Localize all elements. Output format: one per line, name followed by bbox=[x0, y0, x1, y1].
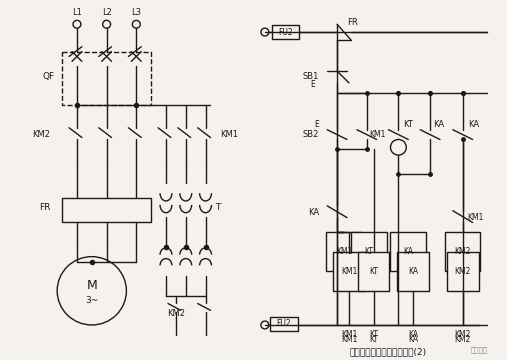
Text: T: T bbox=[215, 203, 221, 212]
Text: KM1: KM1 bbox=[221, 130, 238, 139]
Text: KA: KA bbox=[408, 335, 418, 344]
Bar bbox=[270, 317, 298, 331]
Bar bbox=[62, 198, 151, 222]
Text: FU2: FU2 bbox=[278, 28, 293, 37]
Text: KT: KT bbox=[369, 330, 378, 339]
Text: KM2: KM2 bbox=[454, 335, 471, 344]
Text: M: M bbox=[86, 279, 97, 292]
Text: KM1: KM1 bbox=[336, 247, 352, 256]
Circle shape bbox=[261, 28, 269, 36]
Bar bbox=[272, 25, 300, 39]
Text: E: E bbox=[314, 120, 319, 129]
Text: KA: KA bbox=[403, 247, 413, 256]
Text: KM2: KM2 bbox=[454, 247, 471, 256]
Text: E: E bbox=[311, 80, 315, 89]
Text: KM1: KM1 bbox=[370, 130, 386, 139]
Text: L2: L2 bbox=[102, 8, 112, 17]
Text: KA: KA bbox=[433, 120, 444, 129]
Text: KT: KT bbox=[369, 267, 378, 276]
Text: KM2: KM2 bbox=[167, 309, 185, 318]
Text: KM1: KM1 bbox=[341, 335, 357, 344]
Bar bbox=[445, 232, 481, 271]
Text: FU2: FU2 bbox=[276, 319, 291, 328]
Bar bbox=[390, 232, 426, 271]
Text: QF: QF bbox=[42, 72, 54, 81]
Bar bbox=[62, 51, 151, 105]
Bar bbox=[351, 232, 386, 271]
Text: KA: KA bbox=[408, 267, 418, 276]
Bar bbox=[333, 252, 365, 291]
Text: L3: L3 bbox=[131, 8, 141, 17]
Text: KA: KA bbox=[408, 330, 418, 339]
Text: KT: KT bbox=[369, 335, 378, 344]
Bar bbox=[447, 252, 479, 291]
Text: FR: FR bbox=[39, 203, 50, 212]
Bar bbox=[326, 232, 362, 271]
Text: KM2: KM2 bbox=[454, 330, 471, 339]
Text: 技高培训: 技高培训 bbox=[470, 346, 487, 353]
Text: KM1: KM1 bbox=[341, 267, 357, 276]
Text: 自耦变压器减压起动控电路(2): 自耦变压器减压起动控电路(2) bbox=[350, 348, 427, 357]
Bar bbox=[397, 252, 429, 291]
Text: KA: KA bbox=[308, 208, 319, 217]
Text: 3~: 3~ bbox=[85, 296, 98, 305]
Circle shape bbox=[390, 139, 406, 155]
Bar bbox=[358, 252, 389, 291]
Text: KT: KT bbox=[404, 120, 413, 129]
Text: L1: L1 bbox=[72, 8, 82, 17]
Text: KT: KT bbox=[364, 247, 373, 256]
Text: KM1: KM1 bbox=[341, 330, 357, 339]
Text: KM1: KM1 bbox=[467, 213, 484, 222]
Text: SB2: SB2 bbox=[303, 130, 319, 139]
Text: FR: FR bbox=[347, 18, 358, 27]
Text: KM2: KM2 bbox=[32, 130, 50, 139]
Circle shape bbox=[261, 321, 269, 329]
Text: SB1: SB1 bbox=[303, 72, 319, 81]
Text: KM2: KM2 bbox=[454, 267, 471, 276]
Text: KA: KA bbox=[467, 120, 479, 129]
